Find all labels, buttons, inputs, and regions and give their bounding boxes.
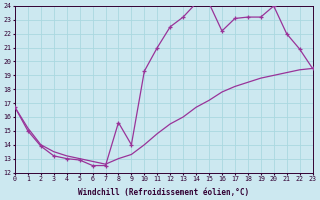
- X-axis label: Windchill (Refroidissement éolien,°C): Windchill (Refroidissement éolien,°C): [78, 188, 249, 197]
